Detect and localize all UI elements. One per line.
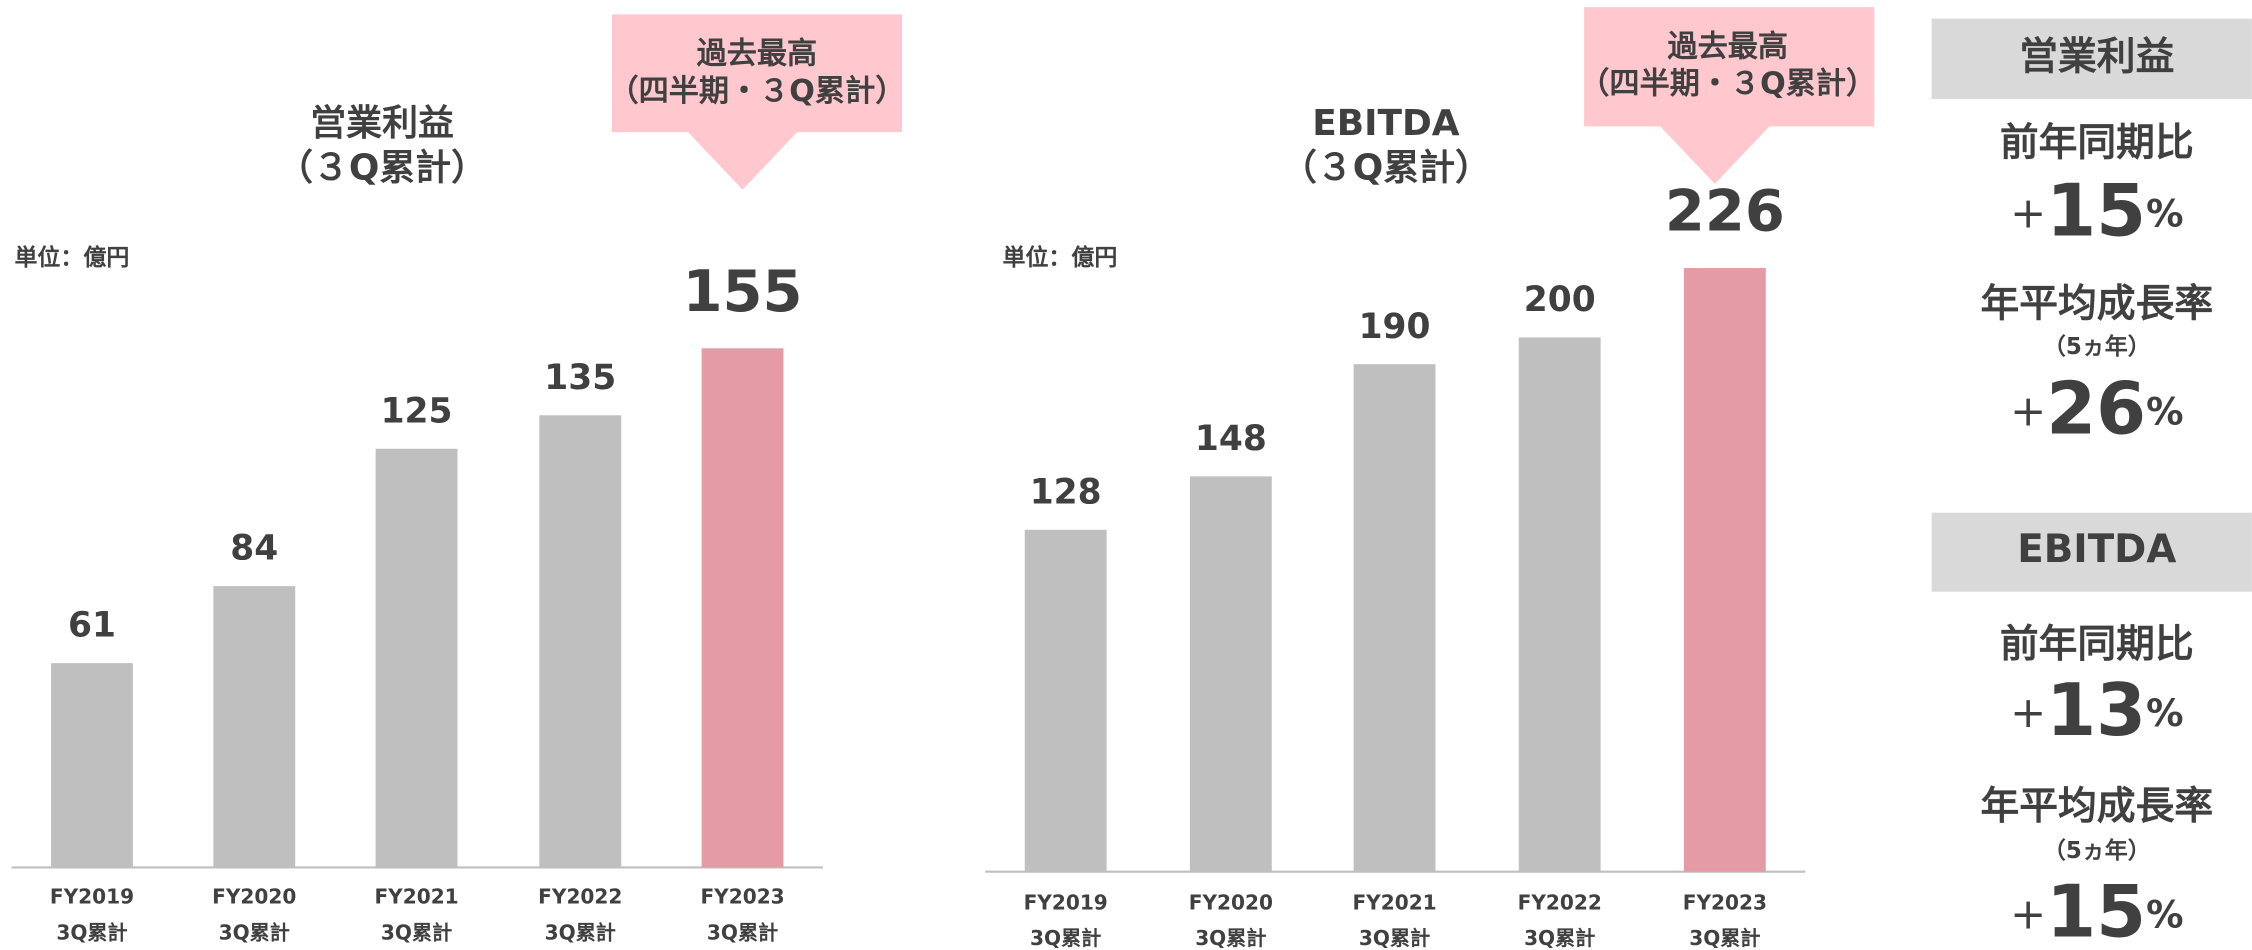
- cagr-label: 年平均成長率: [1981, 784, 2214, 829]
- heading-box: [1931, 512, 2252, 592]
- x-tick-label: FY2020 3Q累計: [212, 884, 296, 944]
- x-tick-label: FY2023 3Q累計: [1683, 890, 1767, 950]
- x-tick-label: FY2019 3Q累計: [50, 884, 134, 944]
- value-label: 125: [381, 391, 453, 431]
- heading: 営業利益: [2019, 34, 2174, 79]
- chart-title: EBITDA （３Q累計）: [1281, 103, 1491, 189]
- chart-title: 営業利益（３Q累計）: [277, 103, 487, 189]
- unit-label: 単位：億円: [14, 244, 129, 271]
- callout-text: 過去最高（四半期・３Q累計）: [608, 36, 905, 108]
- callout: [611, 14, 902, 190]
- bar: [1353, 364, 1436, 872]
- value-label: 128: [1030, 472, 1102, 512]
- value-label: 84: [230, 529, 278, 569]
- metric-value: 26: [2046, 366, 2146, 450]
- bar: [1518, 337, 1601, 872]
- value-label: 200: [1524, 280, 1596, 320]
- bar: [51, 663, 133, 868]
- x-tick-label: FY2019 3Q累計: [1024, 890, 1108, 950]
- bar: [701, 348, 784, 868]
- cagr-note: （5ヵ年）: [2043, 333, 2151, 360]
- x-tick-label: FY2022 3Q累計: [1518, 890, 1602, 950]
- yoy-label: 前年同期比: [2000, 121, 2194, 166]
- metric-value: 15: [2046, 869, 2146, 950]
- metric: +15%: [2010, 168, 2183, 252]
- x-tick-label: FY2023 3Q累計: [700, 884, 784, 944]
- x-tick-label: FY2021 3Q累計: [1352, 890, 1436, 950]
- metric-value: 13: [2046, 668, 2146, 752]
- value-label: 155: [683, 258, 803, 325]
- metric-suffix: %: [2146, 191, 2183, 235]
- cagr-label: 年平均成長率: [1981, 281, 2214, 326]
- unit-label: 単位：億円: [1003, 244, 1118, 271]
- x-tick-label: FY2021 3Q累計: [374, 884, 458, 944]
- value-label: 148: [1195, 419, 1267, 459]
- bar: [375, 448, 458, 868]
- callout-text: 過去最高（四半期・３Q累計）: [1579, 29, 1876, 101]
- bar: [1024, 529, 1107, 872]
- yoy-label: 前年同期比: [2000, 622, 2194, 667]
- metric-suffix: %: [2146, 691, 2183, 735]
- metric-prefix: +: [2010, 889, 2046, 939]
- value-label: 61: [68, 606, 116, 646]
- metric: +15%: [2010, 869, 2183, 950]
- metric-value: 15: [2046, 168, 2146, 252]
- heading-box: [1931, 18, 2252, 100]
- callout: [1584, 7, 1875, 184]
- x-tick-label: FY2020 3Q累計: [1189, 890, 1273, 950]
- metric: +13%: [2010, 668, 2183, 752]
- value-label: 190: [1359, 307, 1431, 347]
- cagr-note: （5ヵ年）: [2043, 837, 2151, 864]
- metric-prefix: +: [2010, 386, 2046, 436]
- value-label: 226: [1665, 178, 1785, 245]
- metric-prefix: +: [2010, 188, 2046, 238]
- metric-prefix: +: [2010, 688, 2046, 738]
- bar: [539, 415, 622, 868]
- metric-suffix: %: [2146, 389, 2183, 433]
- heading: EBITDA: [2017, 527, 2176, 572]
- metric-suffix: %: [2146, 892, 2183, 936]
- value-label: 135: [544, 358, 616, 398]
- bar: [213, 586, 296, 868]
- bar: [1189, 476, 1272, 872]
- metric: +26%: [2010, 366, 2183, 450]
- x-tick-label: FY2022 3Q累計: [538, 884, 622, 944]
- bar: [1683, 268, 1766, 872]
